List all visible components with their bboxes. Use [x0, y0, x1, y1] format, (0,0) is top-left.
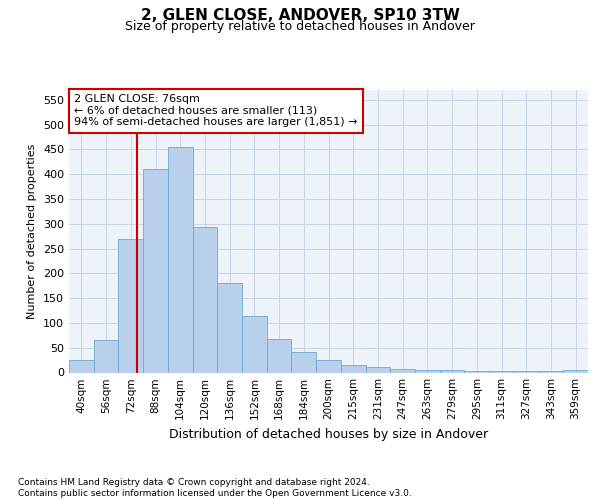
- Bar: [118, 238, 143, 372]
- Text: 2 GLEN CLOSE: 76sqm
← 6% of detached houses are smaller (113)
94% of semi-detach: 2 GLEN CLOSE: 76sqm ← 6% of detached hou…: [74, 94, 358, 128]
- Bar: [94, 340, 118, 372]
- Bar: [341, 365, 365, 372]
- X-axis label: Distribution of detached houses by size in Andover: Distribution of detached houses by size …: [169, 428, 488, 441]
- Text: Contains HM Land Registry data © Crown copyright and database right 2024.
Contai: Contains HM Land Registry data © Crown c…: [18, 478, 412, 498]
- Bar: [464, 370, 489, 372]
- Bar: [563, 370, 588, 372]
- Bar: [242, 316, 267, 372]
- Text: Size of property relative to detached houses in Andover: Size of property relative to detached ho…: [125, 20, 475, 33]
- Bar: [539, 371, 563, 372]
- Bar: [292, 352, 316, 372]
- Bar: [168, 147, 193, 372]
- Bar: [267, 339, 292, 372]
- Bar: [489, 371, 514, 372]
- Bar: [365, 366, 390, 372]
- Bar: [440, 370, 464, 372]
- Bar: [143, 170, 168, 372]
- Bar: [415, 370, 440, 372]
- Text: 2, GLEN CLOSE, ANDOVER, SP10 3TW: 2, GLEN CLOSE, ANDOVER, SP10 3TW: [140, 8, 460, 22]
- Bar: [69, 360, 94, 372]
- Bar: [217, 284, 242, 372]
- Bar: [514, 371, 539, 372]
- Bar: [390, 368, 415, 372]
- Bar: [193, 228, 217, 372]
- Y-axis label: Number of detached properties: Number of detached properties: [28, 144, 37, 319]
- Bar: [316, 360, 341, 372]
